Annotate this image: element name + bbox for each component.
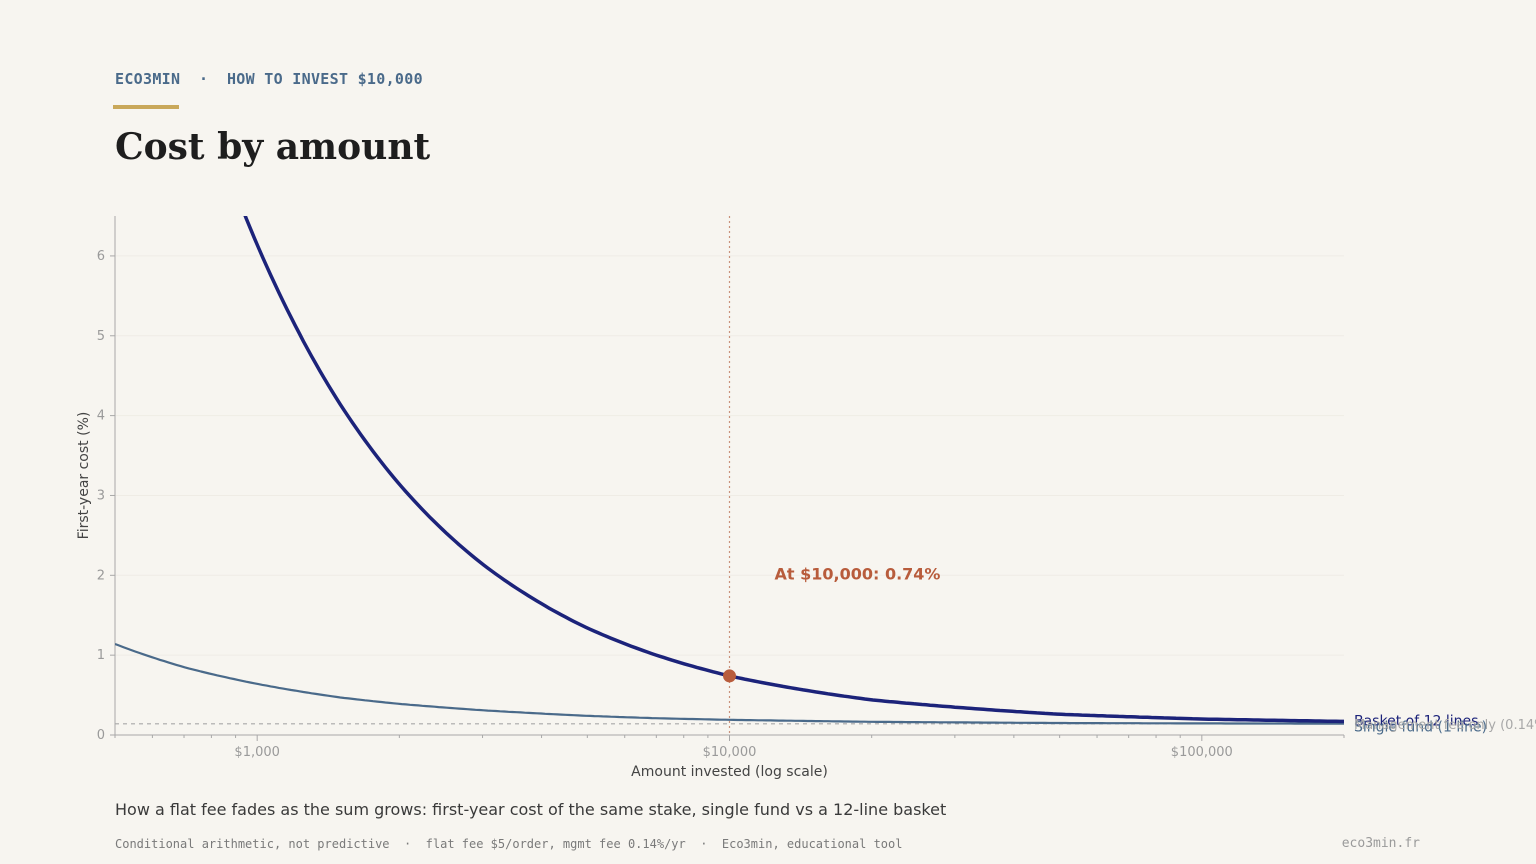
y-tick-label: 4 bbox=[97, 409, 105, 424]
y-tick-label: 6 bbox=[97, 249, 105, 264]
y-tick-label: 5 bbox=[97, 329, 105, 344]
ticks: 0 1 2 3 4 5 6 $1,000 $10,000 $100,000 bbox=[97, 249, 1345, 760]
page-title: Cost by amount bbox=[115, 126, 431, 168]
footnote: Conditional arithmetic, not predictive ·… bbox=[115, 837, 903, 851]
gridlines bbox=[115, 255, 1344, 656]
x-tick-label: $1,000 bbox=[234, 745, 280, 760]
kicker: ECO3MIN · HOW TO INVEST $10,000 bbox=[115, 70, 423, 88]
chart-subtitle: How a flat fee fades as the sum grows: f… bbox=[115, 800, 947, 819]
kicker-rule bbox=[113, 105, 179, 109]
highlight-annotation: At $10,000: 0.74% bbox=[775, 564, 941, 583]
series-label-single-fund: Single fund (1 line) bbox=[1354, 720, 1487, 736]
labels-layer: Amount invested (log scale) First-year co… bbox=[76, 412, 1536, 780]
y-tick-label: 1 bbox=[97, 648, 105, 663]
series-label-basket: Basket of 12 lines bbox=[1354, 713, 1478, 729]
y-tick-label: 2 bbox=[97, 568, 105, 583]
y-tick-label: 0 bbox=[97, 728, 105, 743]
highlight-point bbox=[723, 669, 736, 683]
x-tick-label: $100,000 bbox=[1171, 745, 1233, 760]
reference-layer bbox=[115, 216, 1344, 735]
y-axis-label: First-year cost (%) bbox=[76, 412, 92, 540]
x-axis-label: Amount invested (log scale) bbox=[631, 764, 828, 780]
x-tick-label: $10,000 bbox=[703, 745, 757, 760]
brand-link[interactable]: eco3min.fr bbox=[1341, 836, 1420, 851]
series-line-basket bbox=[243, 216, 1344, 724]
series-line-single-fund bbox=[115, 642, 1344, 725]
reference-line-label: Management fee only (0.14%) bbox=[1354, 718, 1536, 733]
y-tick-label: 3 bbox=[97, 488, 105, 503]
